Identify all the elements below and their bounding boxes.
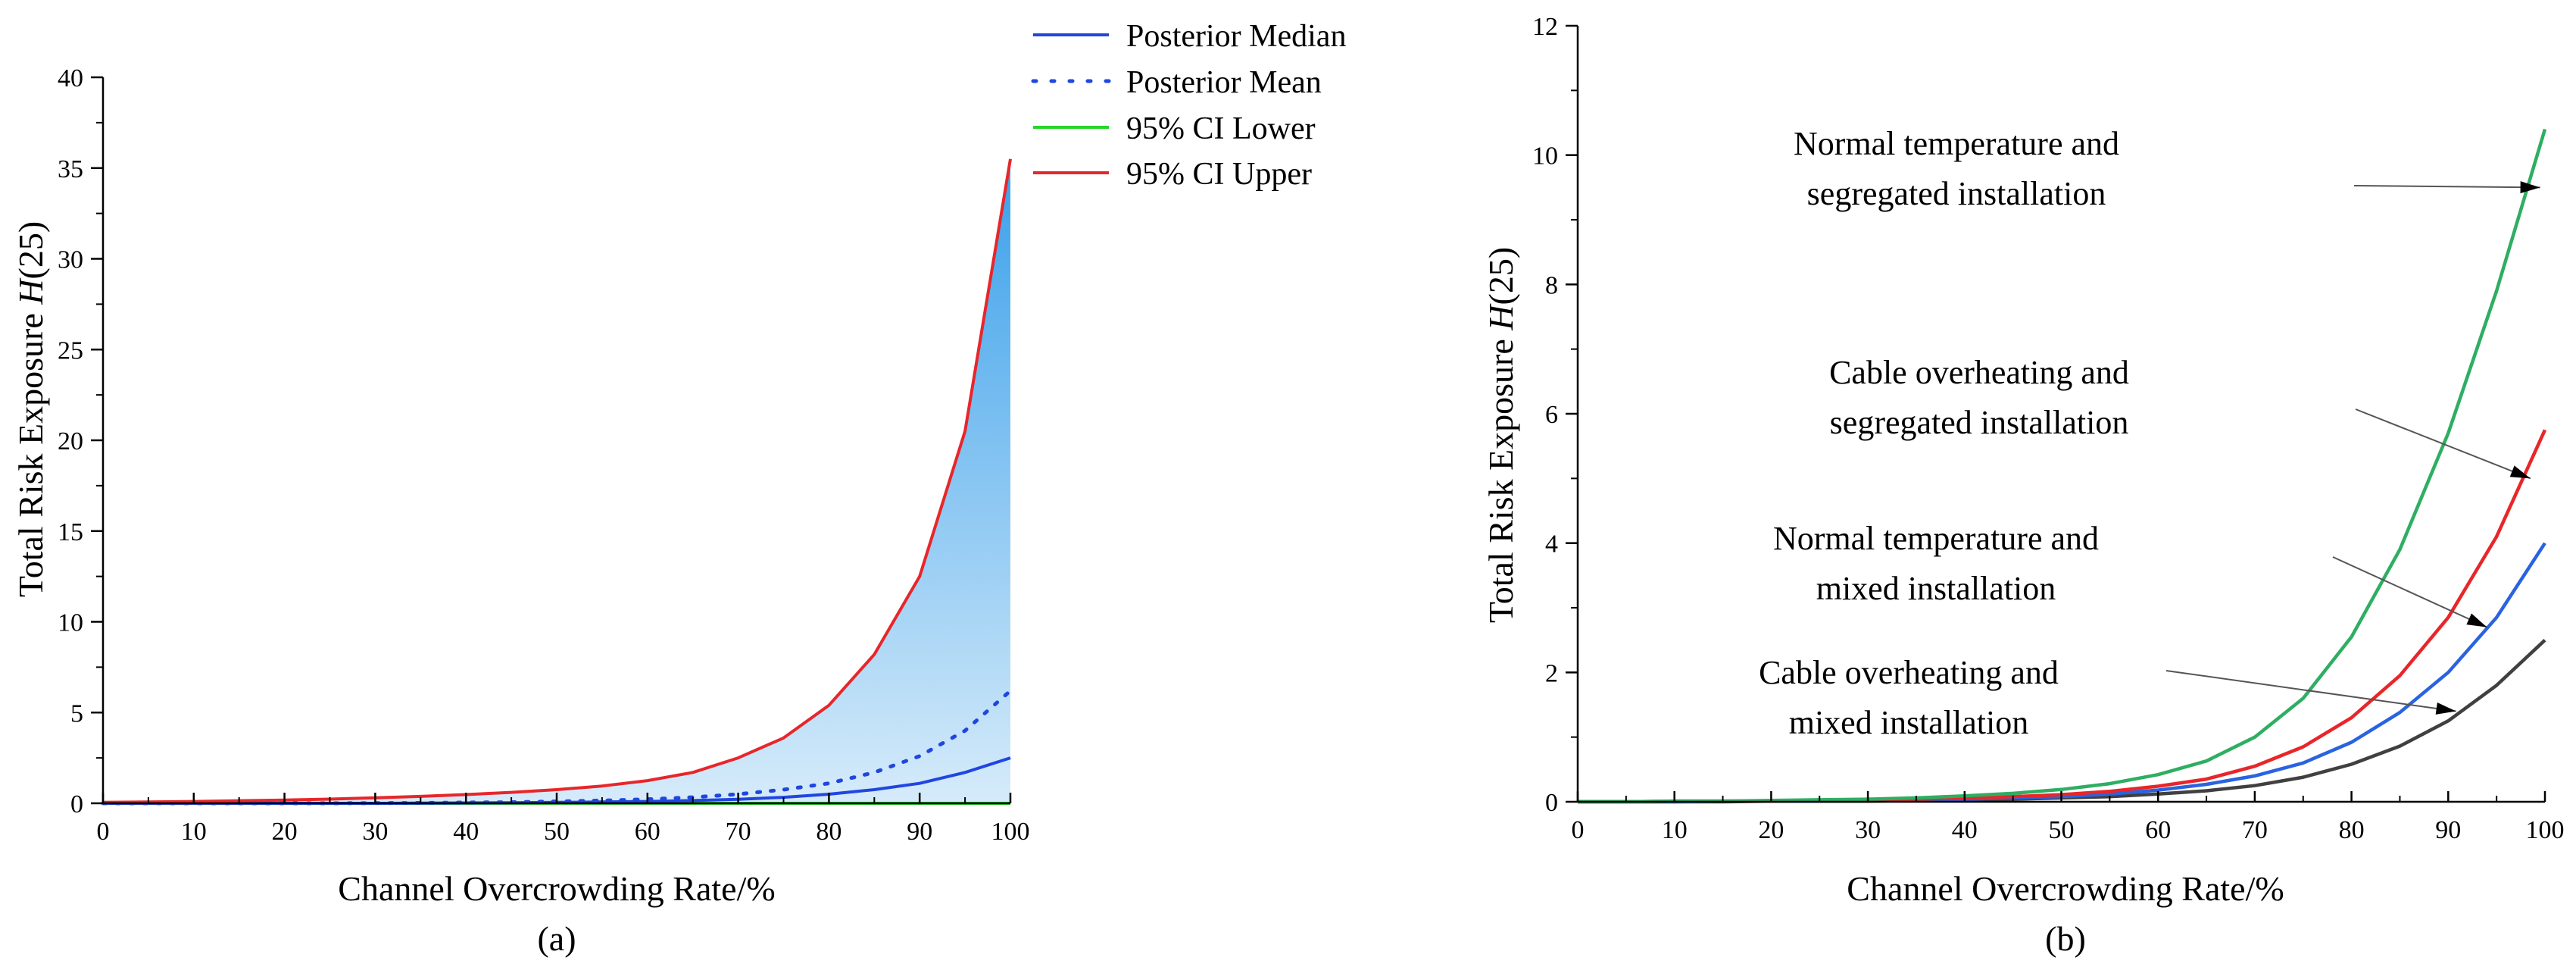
panel-a-y-tick-label: 15 bbox=[58, 518, 83, 546]
panel-a-label: (a) bbox=[537, 919, 576, 958]
panel-b-x-axis-title: Channel Overcrowding Rate/% bbox=[1847, 869, 2284, 908]
ci-band bbox=[103, 158, 1010, 804]
annotation-label: Normal temperature and bbox=[1773, 520, 2099, 557]
panel-b-y-tick-label: 0 bbox=[1545, 789, 1558, 817]
panel-a-y-tick-label: 10 bbox=[58, 609, 83, 637]
panel-b: 0 10 20 30 40 50 60 70 80 90 100 0 2 4 6 8 10 12 Channel … bbox=[1482, 13, 2565, 958]
annotation-label: Cable overheating and bbox=[1829, 354, 2129, 391]
panel-a-y-tick-label: 0 bbox=[70, 790, 83, 818]
panel-a: 0 10 20 30 40 50 60 70 80 90 100 0 5 10 15 20 25 30 35 40 C… bbox=[11, 19, 1346, 958]
panel-b-y-tick-label: 6 bbox=[1545, 401, 1558, 429]
panel-a-y-tick-label: 35 bbox=[58, 155, 83, 183]
panel-a-x-tick-label: 20 bbox=[272, 818, 298, 846]
panel-a-x-tick-label: 90 bbox=[907, 818, 932, 846]
panel-b-x-tick-label: 30 bbox=[1855, 816, 1881, 844]
annotation-arrow bbox=[2332, 556, 2487, 628]
panel-a-x-tick-label: 70 bbox=[726, 818, 751, 846]
annotation-label: segregated installation bbox=[1830, 404, 2129, 441]
legend-label: Posterior Mean bbox=[1126, 65, 1322, 100]
panel-b-annotations: Normal temperature and segregated instal… bbox=[1759, 125, 2540, 741]
annotation-arrowhead bbox=[2466, 613, 2487, 627]
panel-b-y-tick-label: 2 bbox=[1545, 659, 1558, 687]
annotation-arrowhead bbox=[2520, 181, 2540, 194]
series-line-normal-temperature-and-mixed-installation bbox=[1578, 542, 2546, 804]
legend-label: 95% CI Upper bbox=[1126, 157, 1312, 192]
annotation-arrow bbox=[2353, 185, 2540, 189]
panel-a-y-tick-label: 20 bbox=[58, 427, 83, 455]
panel-b-y-tick-label: 10 bbox=[1532, 142, 1558, 171]
panel-b-label: (b) bbox=[2045, 919, 2086, 958]
panel-b-axes: 0 10 20 30 40 50 60 70 80 90 100 0 2 4 6 8 10 12 bbox=[1532, 13, 2565, 844]
panel-b-series bbox=[1578, 128, 2547, 804]
annotation-arrow bbox=[2165, 670, 2456, 712]
panel-a-y-tick-label: 40 bbox=[58, 64, 83, 92]
series-line-95-ci-upper bbox=[102, 158, 1012, 804]
panel-a-x-tick-label: 80 bbox=[816, 818, 841, 846]
panel-b-y-tick-label: 12 bbox=[1532, 13, 1558, 41]
annotation-label: mixed installation bbox=[1789, 704, 2029, 741]
panel-b-x-tick-label: 90 bbox=[2435, 816, 2461, 844]
panel-a-x-tick-label: 0 bbox=[97, 818, 110, 846]
panel-b-x-tick-label: 70 bbox=[2242, 816, 2268, 844]
panel-b-x-tick-label: 20 bbox=[1758, 816, 1784, 844]
annotation-label: Normal temperature and bbox=[1794, 125, 2119, 162]
panel-b-y-axis-title: Total Risk Exposure H(25) bbox=[1482, 247, 1520, 623]
panel-b-x-tick-label: 10 bbox=[1662, 816, 1688, 844]
series-line-normal-temperature-and-segregated-installation bbox=[1578, 128, 2547, 804]
panel-a-x-tick-label: 40 bbox=[453, 818, 479, 846]
panel-b-x-tick-label: 60 bbox=[2145, 816, 2171, 844]
legend-label: Posterior Median bbox=[1126, 19, 1346, 54]
panel-b-x-tick-label: 100 bbox=[2526, 816, 2565, 844]
panel-a-axes: 0 10 20 30 40 50 60 70 80 90 100 0 5 10 15 20 25 30 35 40 bbox=[58, 64, 1030, 846]
panel-b-y-tick-label: 8 bbox=[1545, 271, 1558, 299]
panel-a-y-tick-label: 30 bbox=[58, 246, 83, 274]
panel-a-x-tick-label: 60 bbox=[635, 818, 660, 846]
legend-label: 95% CI Lower bbox=[1126, 111, 1316, 146]
annotation-label: Cable overheating and bbox=[1759, 654, 2059, 691]
annotation-arrow bbox=[2355, 408, 2531, 480]
annotation-arrowhead bbox=[2509, 465, 2531, 479]
panel-a-x-tick-label: 30 bbox=[362, 818, 388, 846]
panel-b-y-tick-label: 4 bbox=[1545, 530, 1558, 559]
annotation-arrowhead bbox=[2435, 702, 2456, 715]
legend: Posterior Median Posterior Mean 95% CI Low… bbox=[1031, 19, 1346, 192]
panel-b-x-tick-label: 50 bbox=[2049, 816, 2075, 844]
panel-b-x-tick-label: 0 bbox=[1572, 816, 1585, 844]
panel-a-x-tick-label: 100 bbox=[991, 818, 1030, 846]
panel-b-x-tick-label: 80 bbox=[2339, 816, 2365, 844]
annotation-label: mixed installation bbox=[1816, 570, 2056, 607]
panel-a-x-tick-label: 10 bbox=[181, 818, 207, 846]
panel-a-y-tick-label: 25 bbox=[58, 336, 83, 365]
panel-a-x-tick-label: 50 bbox=[544, 818, 570, 846]
panel-a-x-axis-title: Channel Overcrowding Rate/% bbox=[338, 869, 775, 908]
panel-b-x-tick-label: 40 bbox=[1952, 816, 1978, 844]
annotation-label: segregated installation bbox=[1807, 175, 2106, 212]
series-line-cable-overheating-and-mixed-installation bbox=[1578, 639, 2546, 804]
panel-a-y-tick-label: 5 bbox=[70, 699, 83, 728]
panel-a-y-axis-title: Total Risk Exposure H(25) bbox=[11, 221, 50, 597]
